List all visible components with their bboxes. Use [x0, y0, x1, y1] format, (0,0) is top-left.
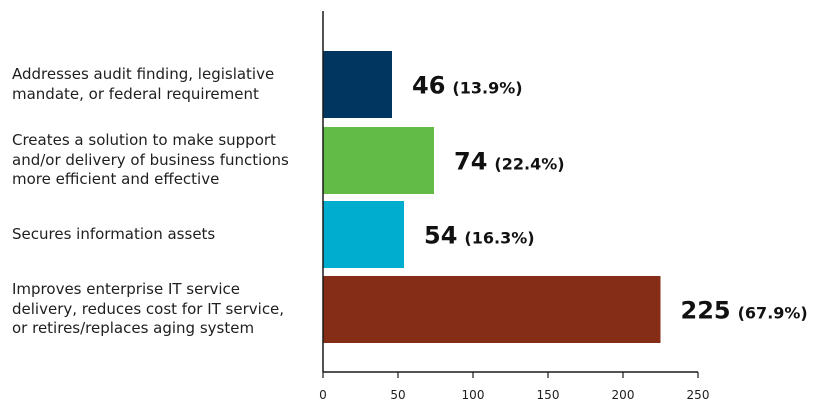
data-label-percent: (67.9%)	[738, 304, 808, 323]
category-label-line: Secures information assets	[12, 224, 216, 243]
bar-3	[323, 201, 404, 268]
category-label-1: Addresses audit finding, legislative mand…	[12, 65, 312, 104]
data-label-1: 46 (13.9%)	[412, 72, 523, 100]
category-label-line: and/or delivery of business functions	[12, 150, 289, 169]
category-label-line: Creates a solution to make support	[12, 131, 276, 150]
axes-group: 0 50 100 150 200 250	[319, 11, 709, 402]
value-labels-group: 46 (13.9%) 74 (22.4%) 54 (16.3%) 225 (67.9%)	[412, 72, 808, 325]
x-tick-label-150: 150	[537, 388, 560, 402]
x-tick-label-0: 0	[319, 388, 327, 402]
data-label-value: 46	[412, 72, 445, 100]
x-tick-label-50: 50	[390, 388, 405, 402]
category-label-line: Addresses audit finding, legislative	[12, 65, 275, 83]
data-label-percent: (22.4%)	[494, 155, 564, 174]
data-label-value: 225	[681, 297, 731, 325]
category-label-line: delivery, reduces cost for IT service,	[12, 299, 285, 318]
x-tick-label-250: 250	[687, 388, 710, 402]
bar-2	[323, 127, 434, 194]
x-tick-label-200: 200	[612, 388, 635, 402]
category-label-3: Secures information assets	[12, 225, 312, 245]
data-label-value: 74	[454, 148, 487, 176]
category-label-line: Improves enterprise IT service	[12, 280, 241, 299]
category-label-4: Improves enterprise IT service delivery, …	[12, 280, 312, 339]
bar-1	[323, 51, 392, 118]
data-label-2: 74 (22.4%)	[454, 148, 565, 176]
x-tick-label-100: 100	[462, 388, 485, 402]
data-label-percent: (16.3%)	[464, 229, 534, 248]
category-label-line: more efficient and effective	[12, 170, 220, 189]
category-label-line: mandate, or federal requirement	[12, 84, 259, 103]
data-label-percent: (13.9%)	[452, 79, 522, 98]
category-label-line: or retires/replaces aging system	[12, 319, 255, 338]
bars-group	[323, 51, 661, 343]
data-label-3: 54 (16.3%)	[424, 222, 535, 250]
bar-4	[323, 276, 661, 343]
data-label-value: 54	[424, 222, 457, 250]
data-label-4: 225 (67.9%)	[681, 297, 808, 325]
category-label-2: Creates a solution to make support and/or…	[12, 131, 312, 190]
